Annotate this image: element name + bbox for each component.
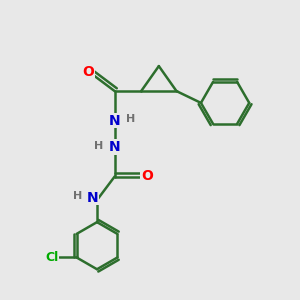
Text: H: H (126, 114, 136, 124)
Text: O: O (141, 169, 153, 184)
Text: N: N (109, 114, 121, 128)
Text: H: H (94, 141, 103, 151)
Text: Cl: Cl (45, 251, 58, 264)
Text: N: N (87, 191, 98, 205)
Text: N: N (109, 140, 121, 154)
Text: O: O (82, 65, 94, 79)
Text: H: H (73, 190, 83, 201)
